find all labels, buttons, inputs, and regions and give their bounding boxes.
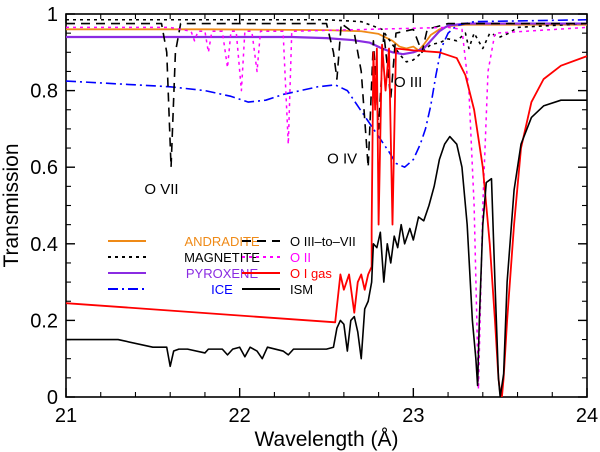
legend-label: ISM: [290, 282, 313, 297]
legend-item: O I gas: [242, 266, 332, 281]
y-tick-label: 0.4: [30, 234, 58, 256]
y-tick-label: 0.8: [30, 81, 58, 103]
x-axis-title: Wavelength (Å): [255, 428, 399, 451]
x-tick-label: 21: [55, 405, 77, 427]
y-tick-label: 0.6: [30, 157, 58, 179]
series-line-o-iii-to-vii: [66, 22, 587, 168]
series-group: [66, 18, 587, 397]
annotation-o-iv: O IV: [327, 150, 357, 167]
x-tick-label: 23: [402, 405, 424, 427]
legend-item: O III–to–VII: [242, 234, 356, 249]
legend-label: O I gas: [290, 266, 332, 281]
legend-label: ICE: [211, 282, 233, 297]
y-tick-label: 1: [47, 4, 58, 26]
annotations-group: O VII O IV O III: [144, 74, 422, 198]
axes-frame-group: [65, 13, 588, 398]
axes-group: Wavelength (Å) Transmission 21 22 23 24 0 0.2…: [0, 4, 598, 451]
legend-item: ISM: [242, 282, 313, 297]
x-tick-label: 24: [576, 405, 598, 427]
legend-item: ICE: [108, 282, 233, 297]
y-tick-label: 0.2: [30, 310, 58, 332]
legend-item: O II: [242, 250, 311, 265]
legend-label: O II: [290, 250, 311, 265]
y-axis-title: Transmission: [0, 143, 23, 267]
legend-item: ANDRADITE: [108, 234, 260, 249]
series-line-ism: [66, 99, 587, 397]
annotation-o-iii: O III: [394, 74, 422, 91]
series-line-magnetite: [66, 18, 587, 63]
plot-frame: [65, 13, 588, 398]
series-line-o-ii: [66, 26, 587, 391]
series-line-ice: [66, 18, 587, 168]
legend-label: PYROXENE: [186, 266, 259, 281]
legend-item: MAGNETITE: [108, 250, 260, 265]
y-tick-label: 0: [47, 387, 58, 409]
series-line-o-i-gas: [66, 43, 587, 397]
legend-label: MAGNETITE: [184, 250, 260, 265]
x-tick-label: 22: [229, 405, 251, 427]
legend-item: PYROXENE: [108, 266, 258, 281]
annotation-o-vii: O VII: [144, 181, 178, 198]
series-line-pyroxene: [66, 22, 587, 56]
legend-label: ANDRADITE: [184, 234, 259, 249]
legend-label: O III–to–VII: [290, 234, 356, 249]
